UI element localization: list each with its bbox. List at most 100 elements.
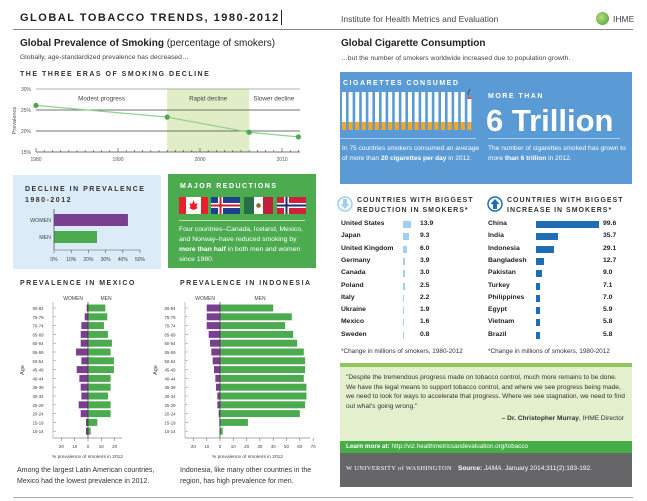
table-row: United States 13.9 [341,220,491,230]
cigarette-filter [414,122,419,130]
increase-title: COUNTRIES WITH BIGGEST INCREASE IN SMOKER… [507,196,624,216]
x-tick-label: 0 [87,444,90,449]
cigarettes-panel: CIGARETTES CONSUMED In 75 countries smok… [340,72,632,184]
value-label: 9.0 [603,269,613,277]
institute-name: Institute for Health Metrics and Evaluat… [341,14,499,24]
country-name: Poland [341,281,364,289]
country-name: Egypt [488,306,507,314]
cigarette-filter [467,122,472,130]
men-bar [88,427,91,435]
country-name: Italy [341,293,355,301]
reduction-footnote: *Change in millions of smokers, 1980-201… [341,348,463,355]
table-row: Egypt 5.9 [488,306,638,316]
cigarette [454,92,459,122]
major-reductions-panel: MAJOR REDUCTIONS Four countries–Canada, … [168,174,316,268]
men-bar [88,410,111,418]
source-rest: . January 2014;311(2):183-192. [501,465,592,472]
mexico-caption: Among the largest Latin American countri… [17,467,155,485]
x-tick-label: 30 [257,444,263,449]
table-row: Mexico 1.6 [341,318,491,328]
major-divider [179,220,305,221]
cigarette [348,92,353,122]
y-tick-label: 20% [21,129,32,135]
men-bar [220,330,294,338]
value-bar [536,257,544,265]
x-tick-label: 1980 [30,157,41,163]
women-bar [81,357,88,365]
value-bar [403,221,412,228]
age-label: 70-74 [33,324,45,329]
era-shade [167,89,250,152]
value-bar [403,233,409,241]
country-name: Pakistan [488,269,516,277]
x-tick-label: 10 [99,444,105,449]
learn-more-link[interactable]: http://viz.healthmetricsandevaluation.or… [391,443,529,450]
norway-flag [277,197,306,214]
women-bar [206,313,220,321]
value-label: 9.3 [420,232,430,240]
women-bar [76,366,88,374]
men-label: MEN [254,296,266,302]
y-tick-label: 30% [21,87,32,93]
cigarette [355,92,360,122]
value-bar [403,331,404,339]
cig-text: In 75 countries smokers consumed an aver… [342,144,480,164]
quote-role: , IHME Director [578,415,624,422]
value-bar [403,257,406,265]
women-bar [86,304,88,312]
consumption-heading: Global Cigarette Consumption [341,38,486,49]
value-label: 1.6 [420,318,430,326]
men-bar [88,313,108,321]
country-name: United States [341,220,385,227]
women-bar [78,401,88,409]
age-label: 15-19 [33,420,45,425]
age-label: 80-84 [165,306,177,311]
x-tick-label: 50% [135,257,146,263]
age-label: 75-79 [33,315,45,320]
x-tick-label: 20 [59,444,65,449]
men-bar [88,383,111,391]
y-axis-label: Prevalence [12,107,18,135]
men-bar [220,357,306,365]
eras-title: THE THREE ERAS OF SMOKING DECLINE [20,71,211,78]
y-axis-label: Age [20,365,26,375]
title-bar: GLOBAL TOBACCO TRENDS, 1980-2012 [20,10,282,25]
age-label: 10-14 [165,429,177,434]
x-tick-label: 10% [66,257,77,263]
y-axis-label: Age [153,365,159,375]
source-citation: Source: JAMA. January 2014;311(2):183-19… [458,465,592,472]
heading-paren: (percentage of smokers) [166,38,276,49]
table-row: Brazil 5.8 [488,331,638,341]
cigarette-filter [421,122,426,130]
men-bar [220,304,274,312]
up-arrow-icon [487,196,503,212]
value-bar [536,307,540,315]
quote-panel: "Despite the tremendous progress made on… [340,363,632,441]
cigarette-filter [388,122,393,130]
value-bar [536,294,541,302]
cigarette [381,92,386,122]
age-label: 40-44 [33,376,45,381]
x-tick-label: 10 [72,444,78,449]
x-axis-label: % prevalence of smokers in 2012 [212,454,283,460]
table-row: Canada 3.0 [341,269,491,279]
age-label: 45-49 [165,368,177,373]
table-row: Pakistan 9.0 [488,269,638,279]
bar-men [54,231,97,243]
age-label: 15-19 [165,420,177,425]
table-row: Japan 9.3 [341,232,491,242]
x-tick-label: 20% [83,257,94,263]
women-bar [212,357,220,365]
men-bar [88,357,114,365]
x-tick-label: 2010 [276,157,287,163]
era-label: Rapid decline [189,95,228,102]
data-point [295,134,301,140]
men-bar [220,427,223,435]
men-bar [220,401,306,409]
cigarette-filter [434,122,439,130]
footer-bar: W UNIVERSITY of WASHINGTON Source: JAMA.… [340,453,632,487]
age-label: 40-44 [165,376,177,381]
value-label: 2.5 [420,281,430,289]
value-label: 0.8 [420,330,430,338]
data-point [33,102,39,108]
